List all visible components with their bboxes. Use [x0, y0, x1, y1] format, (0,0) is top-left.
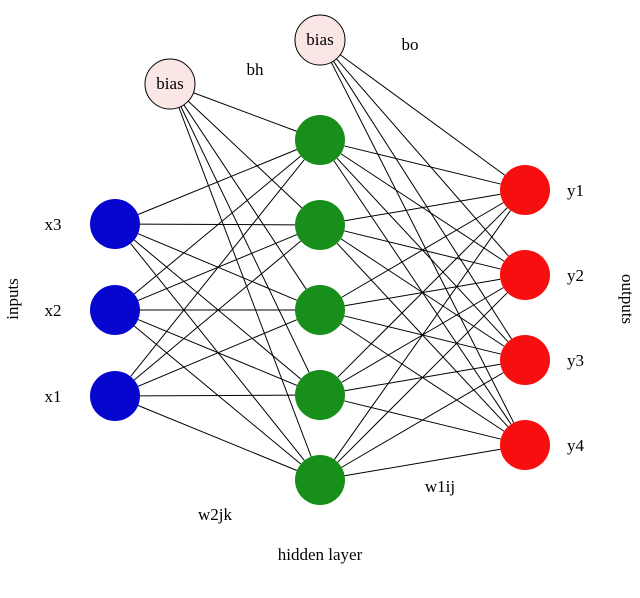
weight-label-bh: bh	[247, 60, 265, 79]
edge	[345, 449, 501, 476]
input-node	[90, 199, 140, 249]
weight-label-bo: bo	[402, 35, 419, 54]
outputs-axis-label: outputs	[618, 274, 637, 324]
weight-label-w2jk: w2jk	[198, 505, 233, 524]
input-node-label: x3	[45, 215, 62, 234]
edge	[338, 293, 508, 463]
input-node	[90, 285, 140, 335]
output-node	[500, 250, 550, 300]
hidden-bias-label: bias	[306, 30, 333, 49]
output-node-label: y4	[567, 436, 585, 455]
edge	[131, 160, 305, 377]
edge	[138, 149, 297, 214]
output-node-label: y2	[567, 266, 584, 285]
input-bias-label: bias	[156, 74, 183, 93]
edge	[140, 395, 295, 396]
edge	[345, 194, 501, 221]
output-node	[500, 420, 550, 470]
input-node-label: x2	[45, 301, 62, 320]
input-node	[90, 371, 140, 421]
neural-network-diagram: bias bias x3 x2 x1 y1 y2 y3 y4 inputs hidden layer…	[0, 0, 640, 598]
edge	[331, 62, 513, 422]
hidden-node	[295, 455, 345, 505]
hidden-node	[295, 285, 345, 335]
edge	[334, 210, 510, 459]
hidden-node	[295, 370, 345, 420]
hidden-axis-label: hidden layer	[278, 545, 363, 564]
output-node-label: y1	[567, 181, 584, 200]
edge	[193, 93, 296, 132]
hidden-node	[295, 115, 345, 165]
inputs-axis-label: inputs	[3, 278, 22, 320]
output-node	[500, 165, 550, 215]
edge	[336, 59, 508, 256]
edge	[184, 105, 306, 289]
output-node	[500, 335, 550, 385]
input-node-label: x1	[45, 387, 62, 406]
hidden-node	[295, 200, 345, 250]
weight-label-w1ij: w1ij	[425, 477, 455, 496]
edge	[344, 146, 500, 184]
edge	[179, 107, 311, 456]
output-node-label: y3	[567, 351, 584, 370]
edge	[138, 405, 297, 470]
